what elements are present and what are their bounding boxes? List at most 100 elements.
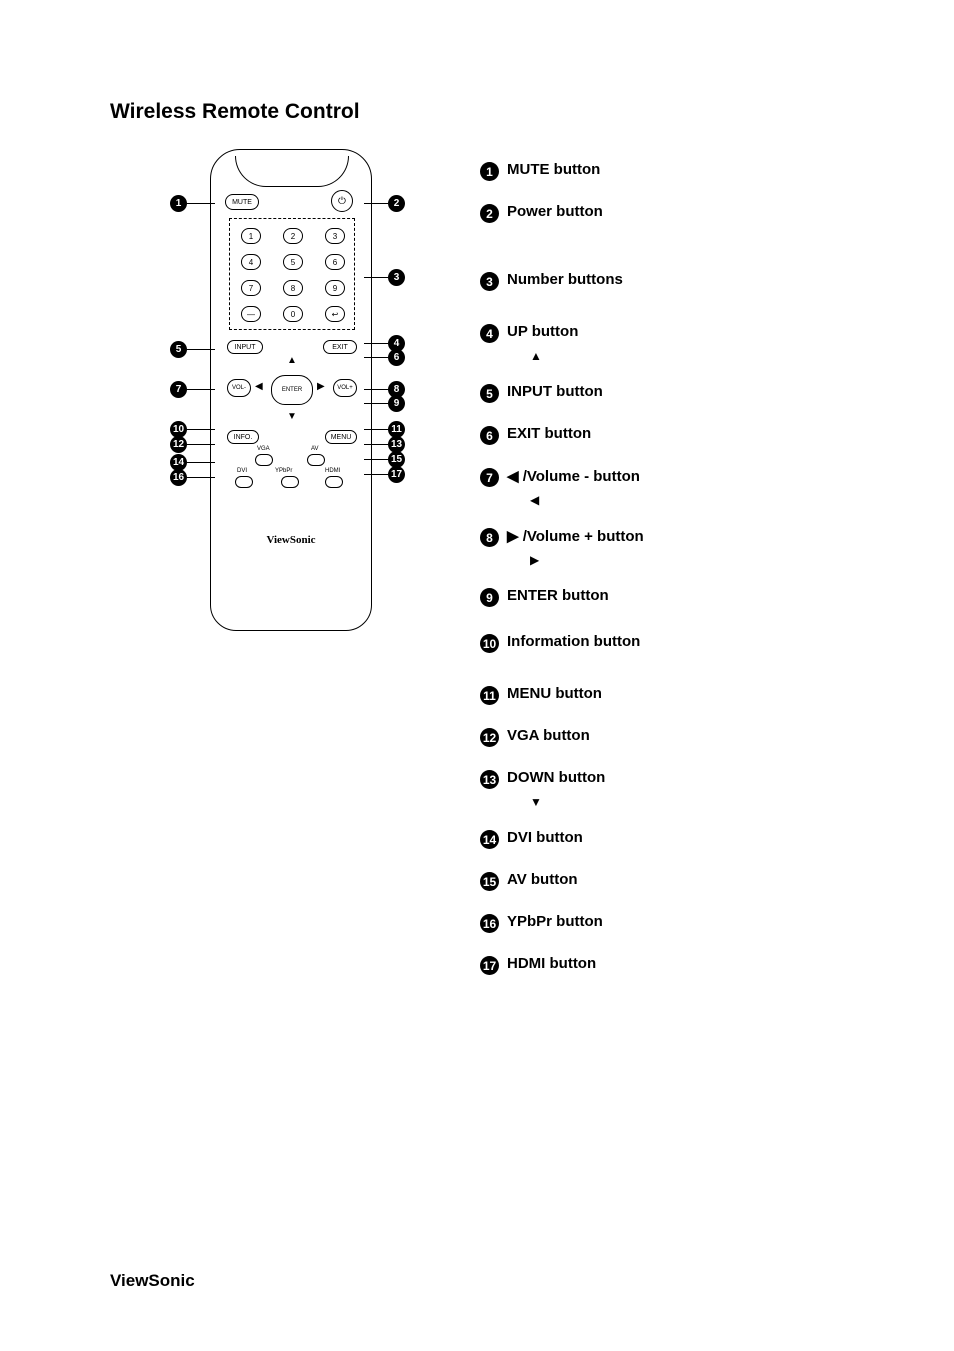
number-button[interactable]: 1 <box>241 228 261 244</box>
legend-number-badge: 3 <box>480 272 499 291</box>
callout-badge: 5 <box>170 341 187 358</box>
legend-item: 1 MUTE button <box>480 161 894 181</box>
info-button[interactable]: INFO. <box>227 430 259 444</box>
callout-line <box>364 444 388 445</box>
legend-item: 12 VGA button <box>480 727 894 747</box>
number-button[interactable]: 6 <box>325 254 345 270</box>
callout-badge: 12 <box>170 436 187 453</box>
legend-item: 6 EXIT button <box>480 425 894 445</box>
callout-badge: 9 <box>388 395 405 412</box>
legend-number-badge: 9 <box>480 588 499 607</box>
number-button[interactable]: — <box>241 306 261 322</box>
vga-label: VGA <box>257 446 270 452</box>
legend-number-badge: 8 <box>480 528 499 547</box>
menu-button[interactable]: MENU <box>325 430 357 444</box>
up-arrow-icon[interactable]: ▲ <box>287 355 297 366</box>
number-button[interactable]: 0 <box>283 306 303 322</box>
number-button[interactable]: 4 <box>241 254 261 270</box>
legend-number-badge: 13 <box>480 770 499 789</box>
number-button[interactable]: ↩ <box>325 306 345 322</box>
legend-item: 3 Number buttons <box>480 271 894 291</box>
number-button[interactable]: 7 <box>241 280 261 296</box>
legend-arrow-icon: ▲ <box>530 349 894 363</box>
callout-line <box>364 403 388 404</box>
callout-line <box>187 203 215 204</box>
callout-line <box>364 474 388 475</box>
legend-number-badge: 14 <box>480 830 499 849</box>
number-button[interactable]: 9 <box>325 280 345 296</box>
legend-label: MENU button <box>507 685 602 702</box>
callout-badge: 6 <box>388 349 405 366</box>
legend-arrow-icon: ◀ <box>530 493 894 507</box>
power-button[interactable]: ⏻ <box>331 190 353 212</box>
left-arrow-icon[interactable]: ◀ <box>255 381 263 392</box>
legend-number-badge: 2 <box>480 204 499 223</box>
vol-plus-button[interactable]: VOL+ <box>333 379 357 397</box>
number-button[interactable]: 8 <box>283 280 303 296</box>
legend-label: MUTE button <box>507 161 600 178</box>
callout-line <box>364 277 388 278</box>
legend-item: 13 DOWN button <box>480 769 894 789</box>
dvi-label: DVI <box>237 468 247 474</box>
dpad: ▲ ▼ VOL- ◀ ENTER ▶ VOL+ <box>233 355 349 425</box>
legend-number-badge: 7 <box>480 468 499 487</box>
ypbpr-button[interactable] <box>281 476 299 488</box>
input-button[interactable]: INPUT <box>227 340 263 354</box>
right-arrow-icon[interactable]: ▶ <box>317 381 325 392</box>
legend-label: DOWN button <box>507 769 605 786</box>
callout-line <box>364 429 388 430</box>
legend-label: UP button <box>507 323 578 340</box>
legend-item: 11 MENU button <box>480 685 894 705</box>
footer-brand: ViewSonic <box>110 1271 195 1291</box>
legend-label: EXIT button <box>507 425 591 442</box>
callout-badge: 1 <box>170 195 187 212</box>
callout-line <box>187 444 215 445</box>
content-area: MUTE ⏻ INPUT EXIT ▲ ▼ VOL- ◀ ENTER <box>110 149 894 997</box>
legend-label: VGA button <box>507 727 590 744</box>
down-arrow-icon[interactable]: ▼ <box>287 411 297 422</box>
vga-button[interactable] <box>255 454 273 466</box>
remote-body: MUTE ⏻ INPUT EXIT ▲ ▼ VOL- ◀ ENTER <box>210 149 372 631</box>
legend-item: 16 YPbPr button <box>480 913 894 933</box>
legend-number-badge: 16 <box>480 914 499 933</box>
legend-item: 10Information button <box>480 633 894 653</box>
legend-number-badge: 1 <box>480 162 499 181</box>
legend-label: Number buttons <box>507 271 623 288</box>
legend-label: Power button <box>507 203 603 220</box>
legend-number-badge: 6 <box>480 426 499 445</box>
number-button[interactable]: 2 <box>283 228 303 244</box>
legend-label: YPbPr button <box>507 913 603 930</box>
legend-item: 14 DVI button <box>480 829 894 849</box>
legend-number-badge: 15 <box>480 872 499 891</box>
callout-badge: 3 <box>388 269 405 286</box>
callout-line <box>187 389 215 390</box>
legend-label: DVI button <box>507 829 583 846</box>
legend-item: 17HDMI button <box>480 955 894 975</box>
av-label: AV <box>311 446 319 452</box>
vol-minus-button[interactable]: VOL- <box>227 379 251 397</box>
mute-button[interactable]: MUTE <box>225 194 259 210</box>
legend-number-badge: 12 <box>480 728 499 747</box>
number-button[interactable]: 3 <box>325 228 345 244</box>
legend-number-badge: 5 <box>480 384 499 403</box>
av-button[interactable] <box>307 454 325 466</box>
legend-label: AV button <box>507 871 578 888</box>
legend-item: 2 Power button <box>480 203 894 223</box>
legend-arrow-icon: ▶ <box>530 553 894 567</box>
exit-button[interactable]: EXIT <box>323 340 357 354</box>
dvi-button[interactable] <box>235 476 253 488</box>
legend-label: ◀ /Volume - button <box>507 467 640 485</box>
callout-line <box>364 459 388 460</box>
callout-line <box>187 429 215 430</box>
legend-item: 9 ENTER button <box>480 587 894 607</box>
legend-item: 5 INPUT button <box>480 383 894 403</box>
legend-number-badge: 10 <box>480 634 499 653</box>
callout-line <box>187 349 215 350</box>
hdmi-button[interactable] <box>325 476 343 488</box>
legend-number-badge: 11 <box>480 686 499 705</box>
legend-label: HDMI button <box>507 955 596 972</box>
legend-label: INPUT button <box>507 383 603 400</box>
number-button[interactable]: 5 <box>283 254 303 270</box>
legend-label: ENTER button <box>507 587 609 604</box>
enter-button[interactable]: ENTER <box>271 375 313 405</box>
